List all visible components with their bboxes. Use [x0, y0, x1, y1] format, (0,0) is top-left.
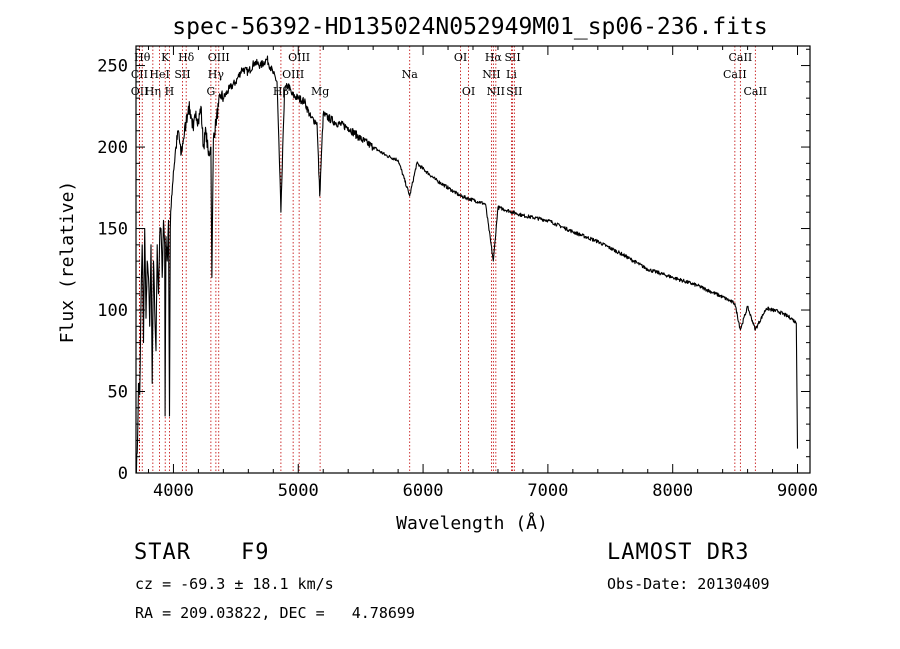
line-label-14: OIII	[288, 51, 310, 64]
y-tick-label-0: 0	[118, 464, 128, 484]
y-tick-label-4: 200	[97, 138, 128, 158]
line-label-17: OI	[454, 51, 467, 64]
line-label-12: Hβ	[273, 85, 289, 98]
line-label-11: OIII	[208, 51, 230, 64]
line-label-6: H	[165, 85, 175, 98]
line-label-13: OIII	[282, 68, 304, 81]
line-label-5: K	[161, 51, 170, 64]
x-tick-label-0: 4000	[153, 481, 194, 501]
x-axis-label: Wavelength (Å)	[396, 512, 548, 534]
x-tick-label-1: 5000	[278, 481, 319, 501]
x-axis: 4000 5000 6000 7000 8000 9000	[147, 46, 818, 501]
coordinates-text: RA = 209.03822, DEC = 4.78699	[135, 604, 415, 622]
line-label-4: HeI	[149, 68, 169, 81]
line-label-15: Mg	[311, 85, 329, 98]
y-axis: 0 50 100 150 200 250	[97, 48, 810, 484]
line-label-26: CaII	[729, 51, 753, 64]
x-tick-label-5: 9000	[777, 481, 818, 501]
object-subclass: F9	[241, 540, 270, 565]
x-tick-label-2: 6000	[403, 481, 444, 501]
line-label-3: Hη	[145, 85, 161, 98]
line-label-27: CaII	[743, 85, 767, 98]
line-label-21: NII	[487, 85, 505, 98]
spectrum-line	[135, 55, 799, 474]
y-tick-label-3: 150	[97, 220, 128, 240]
line-label-1: OII	[131, 85, 149, 98]
x-tick-label-4: 8000	[652, 481, 693, 501]
line-label-7: SII	[174, 68, 190, 81]
line-label-10: Hγ	[208, 68, 225, 81]
y-axis-label: Flux (relative)	[57, 181, 78, 344]
line-label-25: CaII	[723, 68, 747, 81]
line-label-2: Hθ	[134, 51, 151, 64]
chart-title: spec-56392-HD135024N052949M01_sp06-236.f…	[172, 14, 767, 40]
line-label-19: NII	[482, 68, 500, 81]
survey-name: LAMOST DR3	[607, 540, 750, 565]
line-label-23: SII	[504, 51, 520, 64]
line-label-24: SII	[506, 85, 522, 98]
x-tick-label-3: 7000	[527, 481, 568, 501]
y-tick-label-2: 100	[97, 301, 128, 321]
redshift-text: cz = -69.3 ± 18.1 km/s	[135, 575, 334, 593]
line-label-16: Na	[402, 68, 419, 81]
object-class: STAR	[134, 540, 191, 565]
line-label-22: Li	[506, 68, 517, 81]
spectrum-chart: spec-56392-HD135024N052949M01_sp06-236.f…	[57, 14, 818, 534]
line-label-20: Hα	[485, 51, 503, 64]
line-label-9: G	[206, 85, 215, 98]
emission-line-markers: CIIOIIHθHηHeIKHSIIHδGHγOIIIHβOIIIOIIIMgN…	[131, 46, 767, 473]
line-label-18: OI	[462, 85, 475, 98]
line-label-8: Hδ	[178, 51, 195, 64]
plot-frame	[135, 45, 811, 474]
y-tick-label-5: 250	[97, 57, 128, 77]
obs-date-text: Obs-Date: 20130409	[607, 575, 770, 593]
y-tick-label-1: 50	[108, 383, 128, 403]
